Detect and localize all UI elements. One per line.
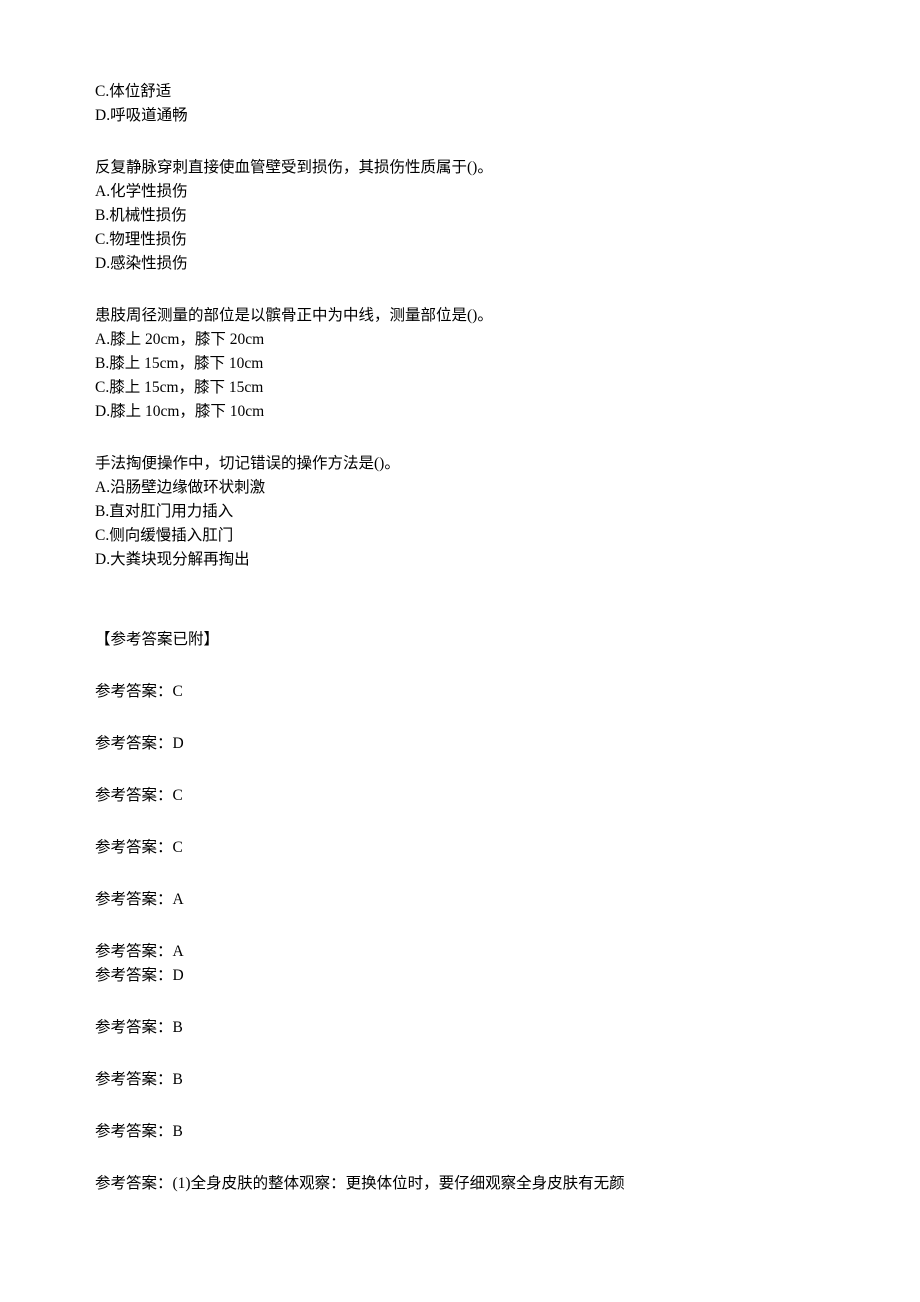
option-b: B.机械性损伤 — [95, 204, 825, 228]
question-text: 手法掏便操作中，切记错误的操作方法是()。 — [95, 452, 825, 476]
answer-paragraph: 参考答案：(1)全身皮肤的整体观察：更换体位时，要仔细观察全身皮肤有无颜 — [95, 1172, 825, 1196]
option-b: B.膝上 15cm，膝下 10cm — [95, 352, 825, 376]
fragment-options-block: C.体位舒适 D.呼吸道通畅 — [95, 80, 825, 128]
answer-line: 参考答案：C — [95, 784, 825, 808]
option-c: C.膝上 15cm，膝下 15cm — [95, 376, 825, 400]
option-d: D.膝上 10cm，膝下 10cm — [95, 400, 825, 424]
answer-line: 参考答案：B — [95, 1016, 825, 1040]
option-b: B.直对肛门用力插入 — [95, 500, 825, 524]
question-text: 反复静脉穿刺直接使血管壁受到损伤，其损伤性质属于()。 — [95, 156, 825, 180]
option-c: C.物理性损伤 — [95, 228, 825, 252]
question-block-3: 手法掏便操作中，切记错误的操作方法是()。 A.沿肠壁边缘做环状刺激 B.直对肛… — [95, 452, 825, 572]
option-a: A.膝上 20cm，膝下 20cm — [95, 328, 825, 352]
answers-section-title: 【参考答案已附】 — [95, 628, 825, 652]
answer-line: 参考答案：B — [95, 1120, 825, 1144]
option-c: C.体位舒适 — [95, 80, 825, 104]
answer-line: 参考答案：D — [95, 964, 825, 988]
option-d: D.呼吸道通畅 — [95, 104, 825, 128]
answer-line: 参考答案：D — [95, 732, 825, 756]
answer-line: 参考答案：B — [95, 1068, 825, 1092]
option-d: D.感染性损伤 — [95, 252, 825, 276]
answer-line: 参考答案：A — [95, 888, 825, 912]
option-a: A.沿肠壁边缘做环状刺激 — [95, 476, 825, 500]
answer-line: 参考答案：A — [95, 940, 825, 964]
answer-line: 参考答案：C — [95, 836, 825, 860]
option-d: D.大粪块现分解再掏出 — [95, 548, 825, 572]
option-a: A.化学性损伤 — [95, 180, 825, 204]
question-block-1: 反复静脉穿刺直接使血管壁受到损伤，其损伤性质属于()。 A.化学性损伤 B.机械… — [95, 156, 825, 276]
option-c: C.侧向缓慢插入肛门 — [95, 524, 825, 548]
question-text: 患肢周径测量的部位是以髌骨正中为中线，测量部位是()。 — [95, 304, 825, 328]
question-block-2: 患肢周径测量的部位是以髌骨正中为中线，测量部位是()。 A.膝上 20cm，膝下… — [95, 304, 825, 424]
answer-line: 参考答案：C — [95, 680, 825, 704]
spacer — [95, 600, 825, 628]
